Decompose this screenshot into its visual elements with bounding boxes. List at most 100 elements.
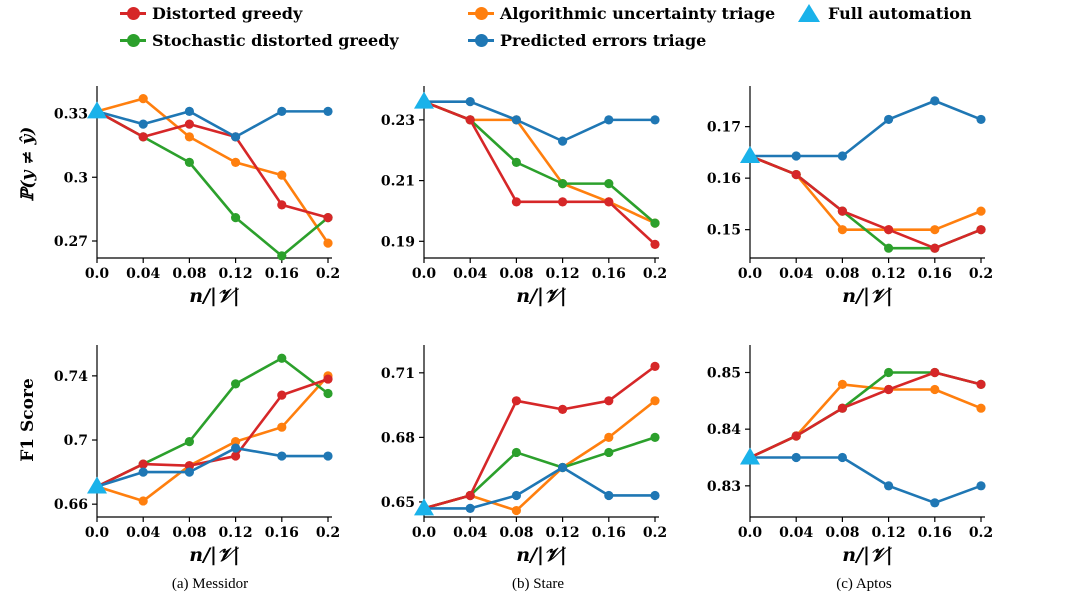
data-point	[323, 374, 333, 384]
x-tick-label: 0.0	[738, 266, 763, 282]
series-line	[749, 154, 982, 250]
data-point	[323, 238, 333, 248]
data-point	[976, 225, 986, 235]
figure: 0.270.30.330.0 0.04 0.08 0.12 0.16 0.2n/|𝒱|0.…	[54, 86, 993, 566]
data-point	[650, 218, 660, 228]
data-point	[558, 136, 568, 146]
data-point	[558, 179, 568, 189]
series-line	[749, 154, 982, 231]
series-line	[96, 110, 329, 258]
series-algorithmic-uncertainty-triage	[92, 371, 333, 506]
legend-label: Full automation	[828, 3, 972, 23]
data-point	[184, 132, 194, 142]
full-automation-marker	[740, 146, 760, 163]
full-automation-marker	[87, 101, 107, 119]
legend-marker	[466, 29, 496, 51]
data-point	[465, 503, 475, 513]
data-point	[837, 452, 848, 463]
series-line	[96, 446, 328, 488]
y-tick-label: 0.74	[54, 369, 88, 385]
data-point	[604, 179, 614, 189]
data-point	[791, 452, 801, 463]
series-distorted-greedy	[92, 374, 333, 492]
x-tick-label: 0.2	[969, 266, 993, 282]
y-tick-label: 0.65	[381, 495, 415, 511]
x-tick-label: 0.08	[499, 525, 533, 541]
series-predicted-errors-triage	[745, 96, 986, 161]
legend-marker	[794, 2, 824, 24]
series-stochastic-distorted-greedy	[745, 367, 986, 463]
data-point	[511, 157, 521, 167]
x-tick-label: 0.12	[546, 525, 580, 541]
data-point	[465, 490, 475, 501]
x-tick-label: 0.16	[265, 525, 299, 541]
y-tick-label: 0.85	[707, 366, 741, 382]
data-point	[837, 225, 848, 235]
series-stochastic-distorted-greedy	[745, 151, 986, 253]
data-point	[511, 490, 521, 501]
data-point	[184, 157, 194, 167]
x-tick-label: 0.2	[316, 266, 340, 282]
data-point	[231, 157, 241, 167]
data-point	[976, 481, 986, 491]
x-tick-label: 0.08	[499, 266, 533, 282]
data-point	[558, 197, 568, 207]
data-point	[138, 119, 148, 129]
series-line	[423, 100, 656, 246]
x-tick-label: 0.16	[592, 266, 626, 282]
y-tick-label: 0.33	[54, 107, 88, 123]
series-distorted-greedy	[419, 97, 660, 249]
series-algorithmic-uncertainty-triage	[419, 396, 660, 516]
x-tick-label: 0.08	[825, 525, 859, 541]
legend-marker	[118, 29, 148, 51]
data-point	[884, 481, 894, 491]
data-point	[791, 431, 801, 441]
series-line	[749, 371, 982, 459]
x-tick-label: 0.12	[872, 525, 906, 541]
x-tick-label: 0.04	[453, 525, 487, 541]
data-point	[465, 97, 475, 107]
y-tick-label: 0.27	[54, 234, 88, 250]
y-tick-label: 0.66	[54, 497, 88, 513]
series-distorted-greedy	[745, 367, 986, 463]
data-point	[884, 243, 894, 253]
data-point	[930, 243, 940, 253]
data-point	[976, 206, 986, 216]
series-line	[423, 399, 656, 512]
panel-aptos-error: 0.15 0.16 0.17 0.0 0.04 0.08 0.12 0.16 0.2 n/|𝒱|	[707, 86, 993, 307]
caption-stare: (b) Stare	[511, 576, 565, 592]
caption-messidor: (a) Messidor	[171, 576, 249, 592]
series-predicted-errors-triage	[419, 462, 660, 513]
data-point	[138, 132, 148, 142]
legend-item-algorithmic-uncertainty-triage: Algorithmic uncertainty triage	[466, 2, 775, 24]
y-tick-label: 0.71	[381, 366, 415, 382]
series-predicted-errors-triage	[745, 452, 986, 508]
data-point	[184, 119, 194, 129]
x-tick-label: 0.0	[412, 266, 437, 282]
data-point	[604, 490, 614, 501]
data-point	[231, 437, 241, 447]
legend-item-full-automation: Full automation	[794, 2, 972, 24]
data-point	[930, 225, 940, 235]
x-tick-label: 0.04	[126, 266, 160, 282]
x-tick-label: 0.16	[265, 266, 299, 282]
data-point	[837, 206, 848, 216]
x-tick-label: 0.08	[172, 525, 206, 541]
legend-item-predicted-errors-triage: Predicted errors triage	[466, 29, 706, 51]
legend-label: Stochastic distorted greedy	[152, 30, 399, 50]
series-line	[749, 383, 982, 459]
y-tick-label: 0.17	[707, 120, 741, 136]
data-point	[604, 396, 614, 406]
data-point	[277, 451, 287, 461]
series-predicted-errors-triage	[92, 106, 333, 142]
y-tick-label: 0.15	[707, 223, 741, 239]
y-tick-label: 0.84	[707, 422, 741, 438]
y-axis-label-error: ℙ(y ≠ ŷ)	[18, 126, 38, 202]
series-line	[749, 371, 982, 459]
data-point	[837, 379, 848, 389]
data-point	[884, 367, 894, 378]
x-tick-label: 0.12	[872, 266, 906, 282]
x-tick-label: 0.2	[316, 525, 340, 541]
data-point	[277, 170, 287, 180]
data-point	[323, 213, 333, 223]
